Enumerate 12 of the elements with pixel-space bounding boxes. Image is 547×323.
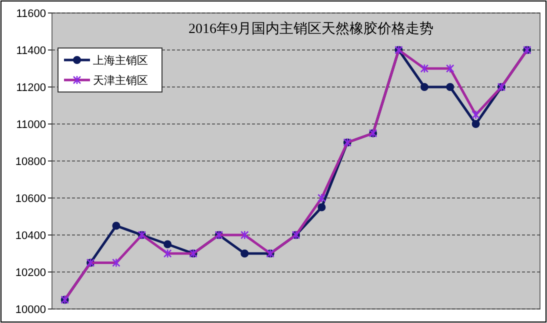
legend-label: 天津主销区 — [93, 74, 148, 87]
legend-label: 上海主销区 — [93, 54, 148, 67]
y-tick-label: 11000 — [16, 119, 46, 131]
y-tick-label: 11200 — [16, 82, 46, 94]
y-tick-label: 11600 — [16, 8, 46, 20]
y-tick-label: 10400 — [15, 230, 46, 242]
y-tick-label: 11400 — [16, 45, 46, 57]
y-tick-label: 10000 — [15, 304, 46, 316]
y-tick-label: 10800 — [15, 156, 46, 168]
y-tick-label: 10200 — [15, 267, 46, 279]
text: 2016年9月国内主销区天然橡胶价格走势 — [188, 21, 434, 37]
y-tick-label: 10600 — [15, 193, 46, 205]
